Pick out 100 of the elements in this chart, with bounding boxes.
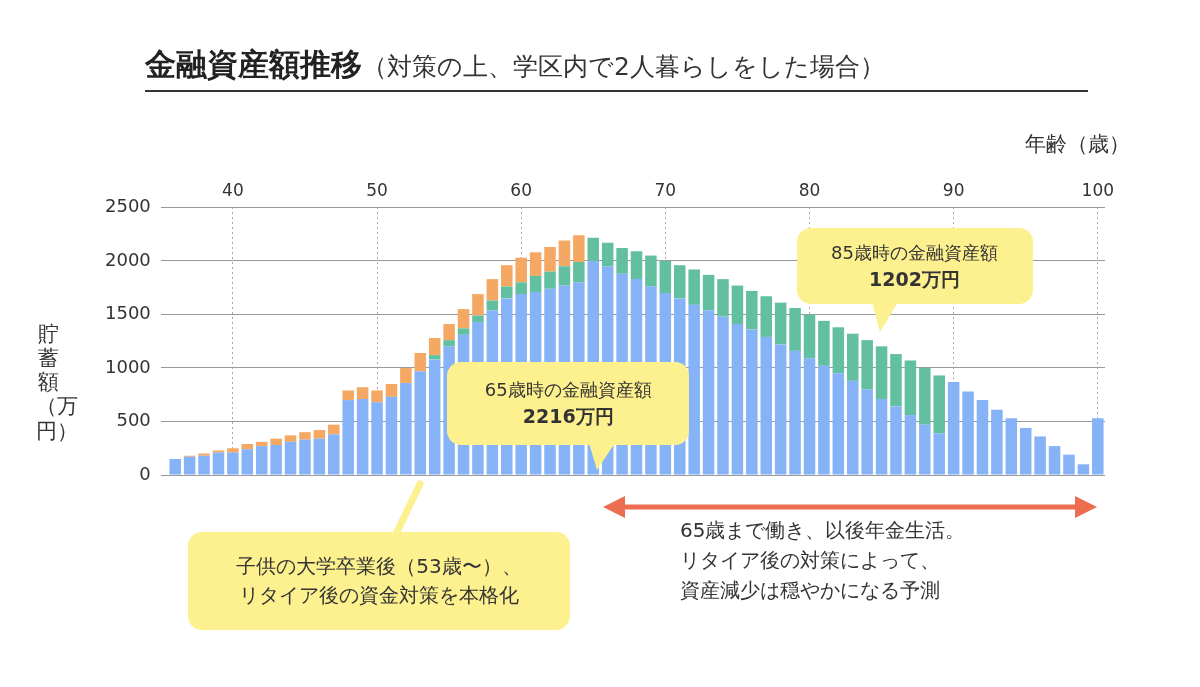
y-tick-label: 1500 — [105, 302, 151, 324]
bar — [371, 390, 383, 403]
bar — [428, 359, 441, 475]
bar — [832, 327, 845, 374]
bar — [673, 265, 686, 299]
bar — [342, 390, 354, 401]
bar — [515, 282, 527, 295]
x-tick-label: 70 — [654, 179, 677, 200]
bar — [573, 235, 585, 262]
bar — [890, 406, 902, 475]
bar — [919, 367, 931, 425]
bar — [890, 354, 902, 407]
bar — [313, 438, 326, 475]
chart-subtitle: （対策の上、学区内で2人暮らしをした場合） — [362, 52, 885, 81]
bar — [428, 337, 441, 356]
bar — [846, 380, 859, 475]
bar — [227, 452, 239, 475]
bar — [400, 382, 412, 475]
bar — [616, 248, 628, 274]
bar — [457, 309, 470, 329]
bar — [731, 285, 744, 325]
bar — [875, 399, 888, 475]
bar — [212, 450, 225, 453]
bar — [601, 242, 614, 267]
x-axis-title: 年齢（歳） — [1025, 131, 1130, 158]
bar — [630, 251, 643, 280]
chart-title: 金融資産額推移 — [145, 46, 362, 82]
speech-bubble: 85歳時の金融資産額 1202万円 — [796, 228, 1033, 305]
bar — [1063, 454, 1075, 475]
bar — [558, 266, 571, 286]
bar — [846, 333, 859, 381]
bar — [904, 360, 917, 416]
bar — [1092, 418, 1104, 475]
bar — [227, 448, 239, 453]
bar — [501, 265, 513, 287]
bar — [861, 340, 873, 390]
bar — [818, 320, 830, 366]
bar — [284, 441, 297, 475]
x-tick-label: 80 — [798, 179, 821, 200]
bar — [919, 424, 931, 475]
bar — [313, 430, 326, 439]
x-tick-label: 90 — [942, 179, 965, 200]
y-tick-label: 0 — [139, 462, 151, 484]
bar — [529, 275, 542, 292]
y-tick-label: 1000 — [105, 355, 151, 377]
bar — [299, 432, 311, 440]
bar — [284, 435, 297, 442]
bar — [328, 434, 340, 475]
bar — [414, 352, 427, 372]
bar — [760, 296, 773, 337]
bar — [443, 324, 455, 341]
bar — [356, 399, 369, 475]
x-tick-label: 60 — [510, 179, 533, 200]
speech-bubble: 65歳時の金融資産額 2216万円 — [447, 362, 690, 445]
bar — [573, 261, 585, 283]
bar — [645, 255, 657, 287]
bar — [515, 257, 527, 283]
bar — [789, 308, 801, 351]
bar — [472, 315, 484, 322]
bar — [717, 279, 729, 317]
bar — [472, 294, 484, 316]
bar — [702, 274, 715, 311]
bar — [328, 424, 340, 435]
x-tick-label: 40 — [222, 179, 244, 200]
bar — [818, 365, 830, 475]
bar — [385, 384, 398, 397]
bar — [875, 346, 888, 399]
bar — [688, 269, 700, 305]
bar — [904, 415, 917, 475]
bar — [255, 441, 268, 447]
x-tick-label: 100 — [1081, 179, 1115, 200]
bar — [486, 279, 499, 301]
bar — [832, 373, 845, 475]
bar — [1034, 436, 1046, 475]
bar — [169, 458, 181, 475]
bar — [746, 329, 758, 475]
bar — [198, 455, 210, 475]
bar — [760, 336, 773, 475]
bar — [457, 328, 470, 335]
bar — [212, 452, 225, 475]
bar — [774, 302, 787, 345]
bar — [270, 445, 282, 475]
bar — [861, 389, 873, 475]
bar — [1077, 464, 1090, 475]
y-tick-label: 2000 — [105, 248, 151, 270]
bar — [356, 387, 369, 399]
bar — [299, 439, 311, 475]
bar — [414, 371, 427, 475]
bar — [702, 310, 715, 475]
bar — [962, 391, 974, 475]
y-tick-label: 2500 — [105, 195, 151, 217]
bar — [1005, 418, 1018, 475]
bar — [933, 375, 945, 434]
bar — [255, 446, 268, 475]
bar — [991, 409, 1003, 475]
bar — [1048, 446, 1061, 475]
bar — [558, 240, 571, 267]
bar — [587, 237, 600, 261]
bar — [342, 400, 354, 475]
bar — [198, 453, 210, 456]
